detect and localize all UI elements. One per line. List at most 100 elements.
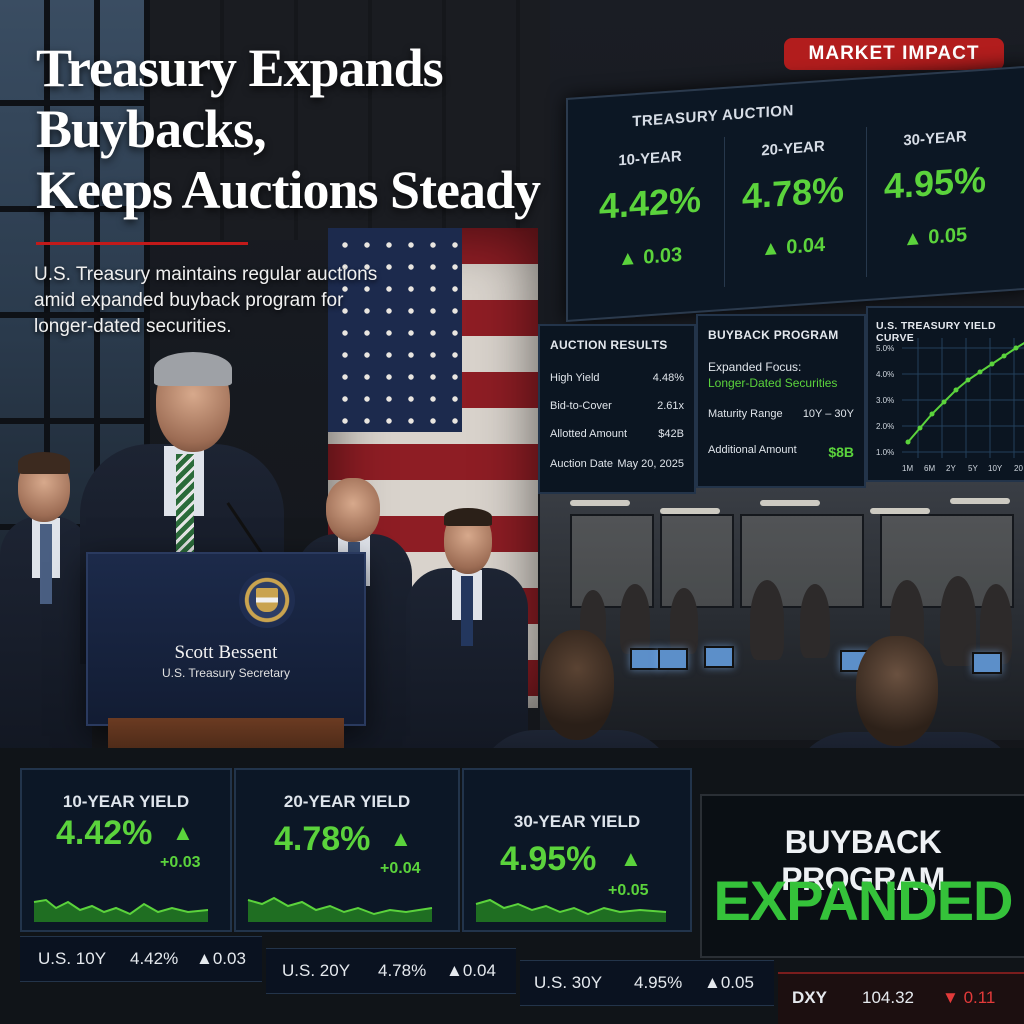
- yield-box-value: 4.78%: [274, 820, 371, 858]
- ticker-change-value: 0.05: [720, 973, 754, 992]
- buyback-expanded-banner: BUYBACK PROGRAM EXPANDED: [700, 794, 1024, 958]
- trading-monitor: [704, 646, 734, 668]
- auction-change: ▲ 0.03: [582, 241, 718, 274]
- subhead-line: longer-dated securities.: [34, 316, 232, 337]
- trader: [620, 584, 650, 654]
- trading-monitor: [630, 648, 660, 670]
- auction-board-title: TREASURY AUCTION: [632, 102, 794, 131]
- row-key: Allotted Amount: [550, 428, 628, 440]
- ceiling-light: [950, 498, 1010, 504]
- ceiling-light: [760, 500, 820, 506]
- yield-sparkline: [33, 898, 209, 922]
- up-arrow-icon: ▲: [172, 820, 194, 845]
- ticker-symbol: U.S. 20Y: [282, 961, 351, 980]
- buyback-program-title: BUYBACK PROGRAM: [708, 328, 839, 342]
- yield-box-change: +0.04: [380, 860, 421, 877]
- ceiling-beams: [150, 0, 550, 240]
- row-key: High Yield: [550, 372, 600, 384]
- trading-floor: [540, 480, 1024, 740]
- head-back: [856, 636, 938, 746]
- ticker-symbol: U.S. 30Y: [534, 973, 603, 992]
- auction-label: 10-YEAR: [618, 147, 682, 170]
- buyback-program-panel: BUYBACK PROGRAM Expanded Focus: Longer-D…: [696, 314, 866, 488]
- trader: [940, 576, 976, 666]
- row-value: 4.48%: [652, 372, 684, 384]
- buyback-row: Additional Amount $8B: [708, 444, 854, 464]
- x-tick: 5Y: [968, 464, 978, 473]
- x-tick: 2Y: [946, 464, 956, 473]
- yield-box-change: +0.03: [160, 854, 201, 871]
- auction-change: ▲ 0.05: [867, 221, 1003, 254]
- down-arrow-icon: ▼: [942, 988, 959, 1007]
- trading-monitor: [972, 652, 1002, 674]
- yield-curve-panel: U.S. TREASURY YIELD CURVE 5.0% 4.0% 3.0: [866, 306, 1024, 482]
- ticker-20y: U.S. 20Y 4.78% ▲0.04: [266, 948, 516, 994]
- auction-change-value: 0.04: [786, 233, 826, 259]
- auction-result-row: Allotted Amount $42B: [550, 428, 684, 448]
- auction-results-title: AUCTION RESULTS: [550, 338, 668, 352]
- ticker-change-value: 0.03: [212, 949, 246, 968]
- up-arrow-icon: ▲: [196, 949, 213, 968]
- auction-results-panel: AUCTION RESULTS High Yield 4.48% Bid-to-C…: [538, 324, 696, 494]
- focus-label: Expanded Focus:: [708, 360, 802, 374]
- row-value: 2.61x: [657, 400, 684, 412]
- headline-rule: [36, 242, 248, 245]
- yield-curve-chart: 5.0% 4.0% 3.0% 2.0% 1.0% 1M 6M 2Y 5Y 10Y…: [876, 338, 1024, 473]
- auction-column-30y: 30-YEAR 4.95% ▲ 0.05: [866, 117, 1003, 278]
- yield-box-label: 20-YEAR YIELD: [283, 792, 411, 811]
- up-arrow-icon: ▲: [902, 227, 923, 251]
- tie: [40, 524, 52, 604]
- headline-line: Treasury Expands: [36, 38, 444, 98]
- hair: [18, 452, 70, 474]
- yield-sparkline: [247, 896, 433, 922]
- row-value: $8B: [828, 444, 854, 460]
- ceiling-light: [570, 500, 630, 506]
- yield-box-value: 4.42%: [56, 814, 153, 852]
- auction-column-20y: 20-YEAR 4.78% ▲ 0.04: [724, 127, 861, 287]
- auction-yield: 4.42%: [598, 178, 702, 227]
- auction-label: 30-YEAR: [903, 127, 967, 150]
- flag-canton: [328, 228, 462, 432]
- row-value: 10Y – 30Y: [802, 408, 854, 420]
- yield-box-label: 10-YEAR YIELD: [62, 792, 190, 811]
- up-arrow-icon: ▲: [617, 246, 638, 271]
- up-arrow-icon: ▲: [704, 973, 721, 992]
- auction-change: ▲ 0.04: [725, 231, 861, 264]
- trader: [670, 588, 698, 654]
- x-tick: 20: [1014, 464, 1023, 473]
- x-tick: 6M: [924, 464, 935, 473]
- y-tick: 4.0%: [876, 370, 894, 379]
- yield-sparkline: [475, 898, 667, 922]
- head: [326, 478, 380, 542]
- glass-panel: [660, 514, 734, 608]
- treasury-auction-board: TREASURY AUCTION 10-YEAR 4.42% ▲ 0.03 20…: [566, 65, 1024, 323]
- row-key: Maturity Range: [708, 408, 783, 420]
- up-arrow-icon: ▲: [620, 846, 642, 871]
- ticker-symbol: DXY: [792, 988, 827, 1007]
- glass-panel: [570, 514, 654, 608]
- auction-yield: 4.95%: [883, 158, 987, 207]
- headline: Treasury Expands Buybacks, Keeps Auction…: [36, 38, 596, 221]
- yield-box-value: 4.95%: [500, 840, 597, 878]
- ticker-symbol: U.S. 10Y: [38, 949, 107, 968]
- striped-tie: [176, 454, 194, 554]
- y-tick: 1.0%: [876, 448, 894, 457]
- row-key: Additional Amount: [708, 444, 797, 456]
- x-tick: 1M: [902, 464, 913, 473]
- headline-line: Keeps Auctions Steady: [36, 160, 541, 220]
- banner-line-2: EXPANDED: [713, 869, 1013, 932]
- market-impact-badge: MARKET IMPACT: [784, 38, 1004, 70]
- ticker-value: 104.32: [862, 988, 914, 1007]
- head-back: [540, 630, 614, 740]
- gray-hair: [154, 352, 232, 386]
- row-value: May 20, 2025: [617, 458, 684, 470]
- banner-line-1: BUYBACK PROGRAM: [781, 824, 945, 897]
- yield-box-10y: 10-YEAR YIELD 4.42% ▲ +0.03: [20, 768, 232, 932]
- auction-result-row: High Yield 4.48%: [550, 372, 684, 392]
- speaker-title: U.S. Treasury Secretary: [161, 666, 291, 680]
- auction-result-row: Bid-to-Cover 2.61x: [550, 400, 684, 420]
- row-key: Bid-to-Cover: [550, 400, 612, 412]
- ticker-change: ▲0.05: [704, 973, 754, 993]
- hair: [444, 508, 492, 526]
